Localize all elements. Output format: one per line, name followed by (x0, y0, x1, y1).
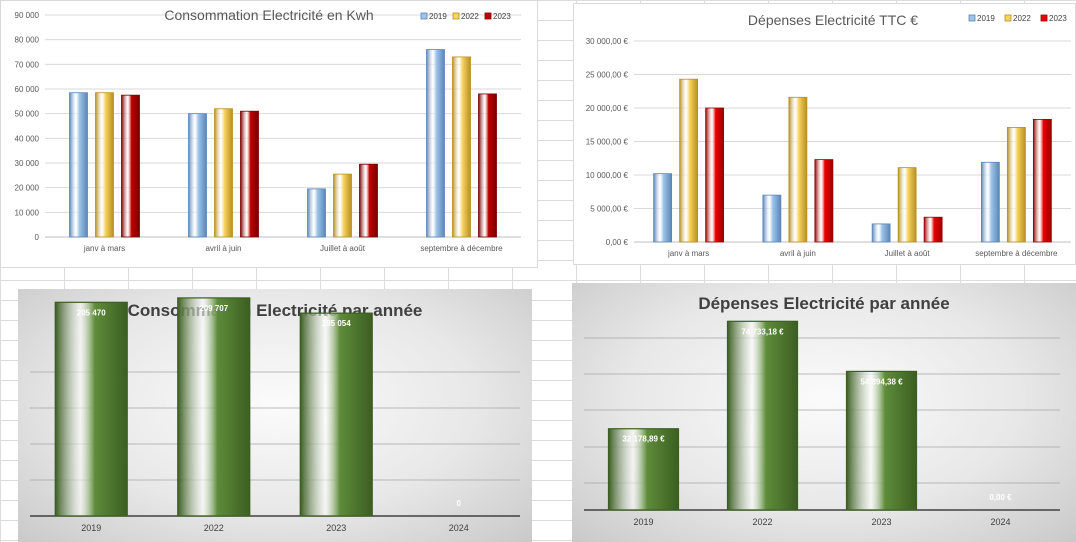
chart-consommation-kwh-svg: 0 10 000 20 000 30 000 40 000 50 000 60 000 70 … (15, 7, 521, 253)
chart-consommation-annee[interactable]: Consommation Electricité par année 2019 20… (18, 289, 532, 542)
legend-label-2022: 2022 (461, 12, 479, 21)
bar-2019-avril-a-juin (762, 194, 782, 243)
chart-depenses-ttc[interactable]: 0,00 € 5 000,00 € 10 000,00 € 15 000,00 € 20… (573, 3, 1076, 265)
x-tick-label: 2019 (633, 517, 653, 527)
bar-2023-janv-a-mars (705, 107, 725, 243)
chart-consommation-kwh[interactable]: 0 10 000 20 000 30 000 40 000 50 000 60 000 70 … (0, 0, 538, 268)
legend-label-2023: 2023 (493, 12, 511, 21)
data-label-2019: 205 470 (77, 308, 106, 317)
y-tick-label: 60 000 (15, 85, 40, 94)
legend-label-2023: 2023 (1049, 14, 1067, 23)
y-tick-label: 40 000 (15, 134, 40, 143)
x-tick-label: 2024 (449, 523, 469, 533)
bar-2022-septembre-a-decembre (452, 56, 471, 238)
x-tick-label: 2023 (871, 517, 891, 527)
y-tick-label: 5 000,00 € (590, 205, 628, 214)
legend-label-2019: 2019 (977, 14, 995, 23)
x-tick-label: avril à juin (780, 249, 816, 258)
x-tick-label: 2019 (81, 523, 101, 533)
bar-2022-avril-a-juin (214, 108, 233, 238)
x-tick-label: Juillet à août (320, 244, 366, 253)
legend-swatch-2022 (1004, 14, 1012, 22)
x-tick-label: Juillet à août (885, 249, 931, 258)
bar-2022-janv-a-mars (95, 92, 114, 238)
data-label-2024: 0 (457, 499, 462, 508)
y-tick-label: 20 000,00 € (586, 104, 629, 113)
x-tick-label: 2022 (752, 517, 772, 527)
y-tick-label: 15 000,00 € (586, 138, 629, 147)
y-tick-label: 50 000 (15, 110, 40, 119)
y-tick-label: 30 000 (15, 159, 40, 168)
bar-2019 (54, 301, 128, 517)
bar-2022-septembre-a-decembre (1006, 127, 1026, 243)
bar-2023-avril-a-juin (814, 159, 834, 243)
y-tick-label: 20 000 (15, 184, 40, 193)
x-tick-label: septembre à décembre (420, 244, 503, 253)
bar-2022 (726, 320, 799, 511)
x-tick-label: janv à mars (83, 244, 125, 253)
y-tick-label: 10 000 (15, 208, 40, 217)
data-label-2019: 32 178,89 € (622, 435, 665, 444)
y-tick-label: 10 000,00 € (586, 171, 629, 180)
y-tick-label: 30 000,00 € (586, 37, 629, 46)
bar-2023-janv-a-mars (121, 94, 140, 238)
x-tick-label: 2024 (990, 517, 1010, 527)
bar-2019-janv-a-mars (69, 92, 88, 238)
legend-swatch-2019 (420, 12, 428, 20)
y-tick-label: 0,00 € (606, 238, 629, 247)
x-tick-label: avril à juin (205, 244, 241, 253)
legend-swatch-2023 (484, 12, 492, 20)
x-tick-label: janv à mars (667, 249, 709, 258)
legend-swatch-2019 (968, 14, 976, 22)
data-label-2023: 54 894,38 € (860, 377, 903, 386)
legend-swatch-2023 (1040, 14, 1048, 22)
bar-2022-janv-a-mars (679, 78, 699, 243)
bar-2023-juillet-a-aout (359, 163, 378, 238)
data-label-2022: 209 707 (199, 304, 228, 313)
bar-2019 (607, 428, 680, 511)
y-tick-label: 80 000 (15, 36, 40, 45)
bar-2023-septembre-a-decembre (1032, 118, 1052, 243)
bar-2019-septembre-a-decembre (980, 161, 1000, 243)
legend-swatch-2022 (452, 12, 460, 20)
bar-2019-juillet-a-aout (307, 188, 326, 238)
x-tick-label: 2023 (326, 523, 346, 533)
chart-depenses-annee[interactable]: Dépenses Electricité par année 2019 32 178… (572, 283, 1076, 542)
bar-2023-juillet-a-aout (923, 216, 943, 243)
y-tick-label: 70 000 (15, 60, 40, 69)
bar-2019-septembre-a-decembre (426, 49, 445, 238)
bar-2022-juillet-a-aout (897, 167, 917, 243)
chart-title: Consommation Electricité en Kwh (164, 7, 373, 23)
bar-2019-juillet-a-aout (871, 223, 891, 243)
bar-2022-juillet-a-aout (333, 173, 352, 238)
chart-consommation-annee-svg: Consommation Electricité par année 2019 20… (30, 297, 520, 533)
chart-depenses-annee-svg: Dépenses Electricité par année 2019 32 178… (584, 294, 1060, 527)
y-tick-label: 25 000,00 € (586, 71, 629, 80)
bar-2022 (177, 297, 251, 517)
x-tick-label: 2022 (204, 523, 224, 533)
y-tick-label: 0 (35, 233, 40, 242)
bar-2022-avril-a-juin (788, 96, 808, 243)
y-tick-label: 90 000 (15, 11, 40, 20)
data-label-2023: 195 054 (322, 319, 351, 328)
data-label-2022: 74 733,18 € (741, 327, 784, 336)
chart-title: Dépenses Electricité par année (698, 294, 949, 313)
chart-title: Dépenses Electricité TTC € (748, 12, 918, 28)
bar-2019-janv-a-mars (653, 173, 673, 243)
chart-depenses-ttc-svg: 0,00 € 5 000,00 € 10 000,00 € 15 000,00 € 20… (586, 12, 1071, 258)
legend-label-2022: 2022 (1013, 14, 1031, 23)
bar-2023-avril-a-juin (240, 110, 259, 238)
x-tick-label: septembre à décembre (975, 249, 1058, 258)
bar-2023 (299, 312, 373, 517)
legend-label-2019: 2019 (429, 12, 447, 21)
bar-2019-avril-a-juin (188, 113, 207, 238)
bar-2023-septembre-a-decembre (478, 93, 497, 238)
data-label-2024: 0,00 € (989, 493, 1012, 502)
chart-title: Consommation Electricité par année (128, 301, 423, 320)
bar-2023 (845, 370, 918, 511)
